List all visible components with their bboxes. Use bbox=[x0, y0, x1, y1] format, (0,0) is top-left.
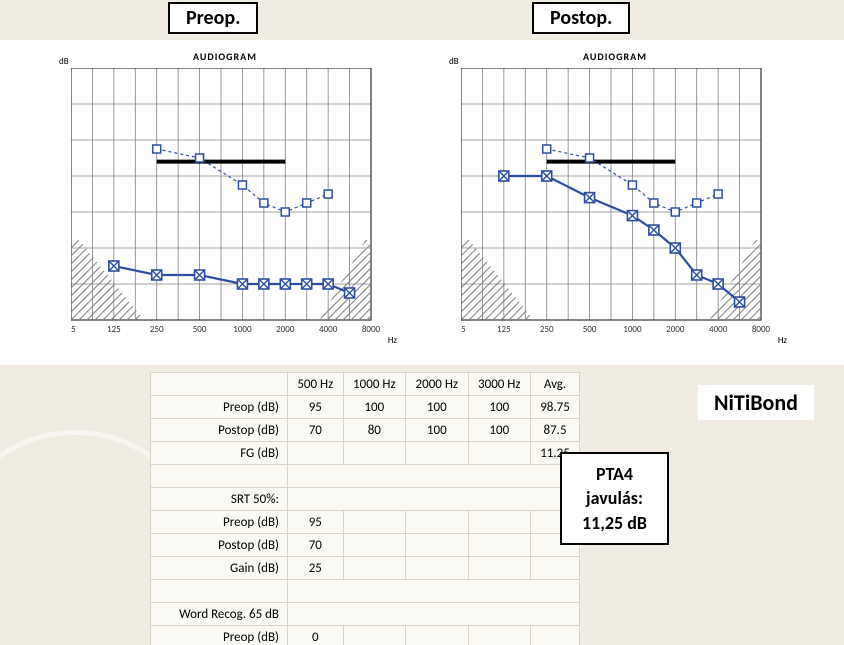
svg-text:4000: 4000 bbox=[319, 324, 338, 335]
row-label: Gain (dB) bbox=[151, 557, 288, 580]
pta4-line2: javulás: bbox=[582, 486, 647, 510]
cell: 100 bbox=[468, 419, 530, 442]
y-axis-label: dB bbox=[449, 56, 459, 67]
svg-text:1000: 1000 bbox=[233, 324, 252, 335]
row-label: Preop (dB) bbox=[151, 626, 288, 645]
col-header: 2000 Hz bbox=[406, 373, 468, 396]
col-header: 1000 Hz bbox=[343, 373, 405, 396]
svg-text:2000: 2000 bbox=[666, 324, 685, 335]
svg-text:8000: 8000 bbox=[362, 324, 381, 335]
row-label: Postop (dB) bbox=[151, 419, 288, 442]
col-header: Avg. bbox=[531, 373, 580, 396]
block-header: Word Recog. 65 dB bbox=[151, 603, 288, 626]
header-strip: Preop. Postop. bbox=[0, 0, 844, 40]
cell: 100 bbox=[406, 419, 468, 442]
cell: 70 bbox=[288, 534, 344, 557]
cell: 95 bbox=[288, 511, 344, 534]
row-label: Preop (dB) bbox=[151, 511, 288, 534]
cell: 95 bbox=[288, 396, 344, 419]
svg-text:250: 250 bbox=[150, 324, 164, 335]
audiogram-title: AUDIOGRAM bbox=[435, 50, 795, 63]
svg-text:2000: 2000 bbox=[276, 324, 295, 335]
brand-label: NiTiBond bbox=[698, 385, 814, 420]
audiogram-svg-preop: -200204060801001206512525050010002000400… bbox=[71, 68, 391, 340]
svg-text:1000: 1000 bbox=[623, 324, 642, 335]
audiogram-postop: AUDIOGRAM dB -20020406080100120651252505… bbox=[435, 50, 795, 350]
svg-text:125: 125 bbox=[107, 324, 121, 335]
svg-text:4000: 4000 bbox=[709, 324, 728, 335]
cell: 80 bbox=[343, 419, 405, 442]
y-axis-label: dB bbox=[59, 56, 69, 67]
cell: 98.75 bbox=[531, 396, 580, 419]
cell: 0 bbox=[288, 626, 344, 645]
row-label: FG (dB) bbox=[151, 442, 288, 465]
col-header: 3000 Hz bbox=[468, 373, 530, 396]
svg-text:8000: 8000 bbox=[752, 324, 771, 335]
row-label: Preop (dB) bbox=[151, 396, 288, 419]
x-axis-label: Hz bbox=[388, 335, 397, 346]
cell bbox=[343, 442, 405, 465]
cell: 100 bbox=[343, 396, 405, 419]
cell: 25 bbox=[288, 557, 344, 580]
block-header: SRT 50%: bbox=[151, 488, 288, 511]
svg-text:500: 500 bbox=[193, 324, 207, 335]
row-label: Postop (dB) bbox=[151, 534, 288, 557]
svg-text:65: 65 bbox=[71, 324, 76, 335]
results-table: 500 Hz1000 Hz2000 Hz3000 HzAvg. Preop (dB… bbox=[150, 372, 580, 645]
x-axis-label: Hz bbox=[778, 335, 787, 346]
audiogram-svg-postop: -200204060801001206512525050010002000400… bbox=[461, 68, 781, 340]
svg-text:500: 500 bbox=[583, 324, 597, 335]
pta4-line1: PTA4 bbox=[582, 462, 647, 486]
pta4-callout: PTA4 javulás: 11,25 dB bbox=[560, 452, 669, 545]
audiogram-title: AUDIOGRAM bbox=[45, 50, 405, 63]
col-header: 500 Hz bbox=[288, 373, 344, 396]
cell bbox=[406, 442, 468, 465]
cell bbox=[468, 442, 530, 465]
cell: 87.5 bbox=[531, 419, 580, 442]
pta4-line3: 11,25 dB bbox=[582, 511, 647, 535]
cell bbox=[288, 442, 344, 465]
svg-text:125: 125 bbox=[497, 324, 511, 335]
cell: 100 bbox=[406, 396, 468, 419]
header-postop: Postop. bbox=[532, 2, 630, 34]
cell: 100 bbox=[468, 396, 530, 419]
charts-band: AUDIOGRAM dB -20020406080100120651252505… bbox=[0, 40, 844, 365]
header-preop: Preop. bbox=[168, 2, 258, 34]
svg-text:250: 250 bbox=[540, 324, 554, 335]
svg-text:65: 65 bbox=[461, 324, 466, 335]
audiogram-preop: AUDIOGRAM dB -20020406080100120651252505… bbox=[45, 50, 405, 350]
cell: 70 bbox=[288, 419, 344, 442]
